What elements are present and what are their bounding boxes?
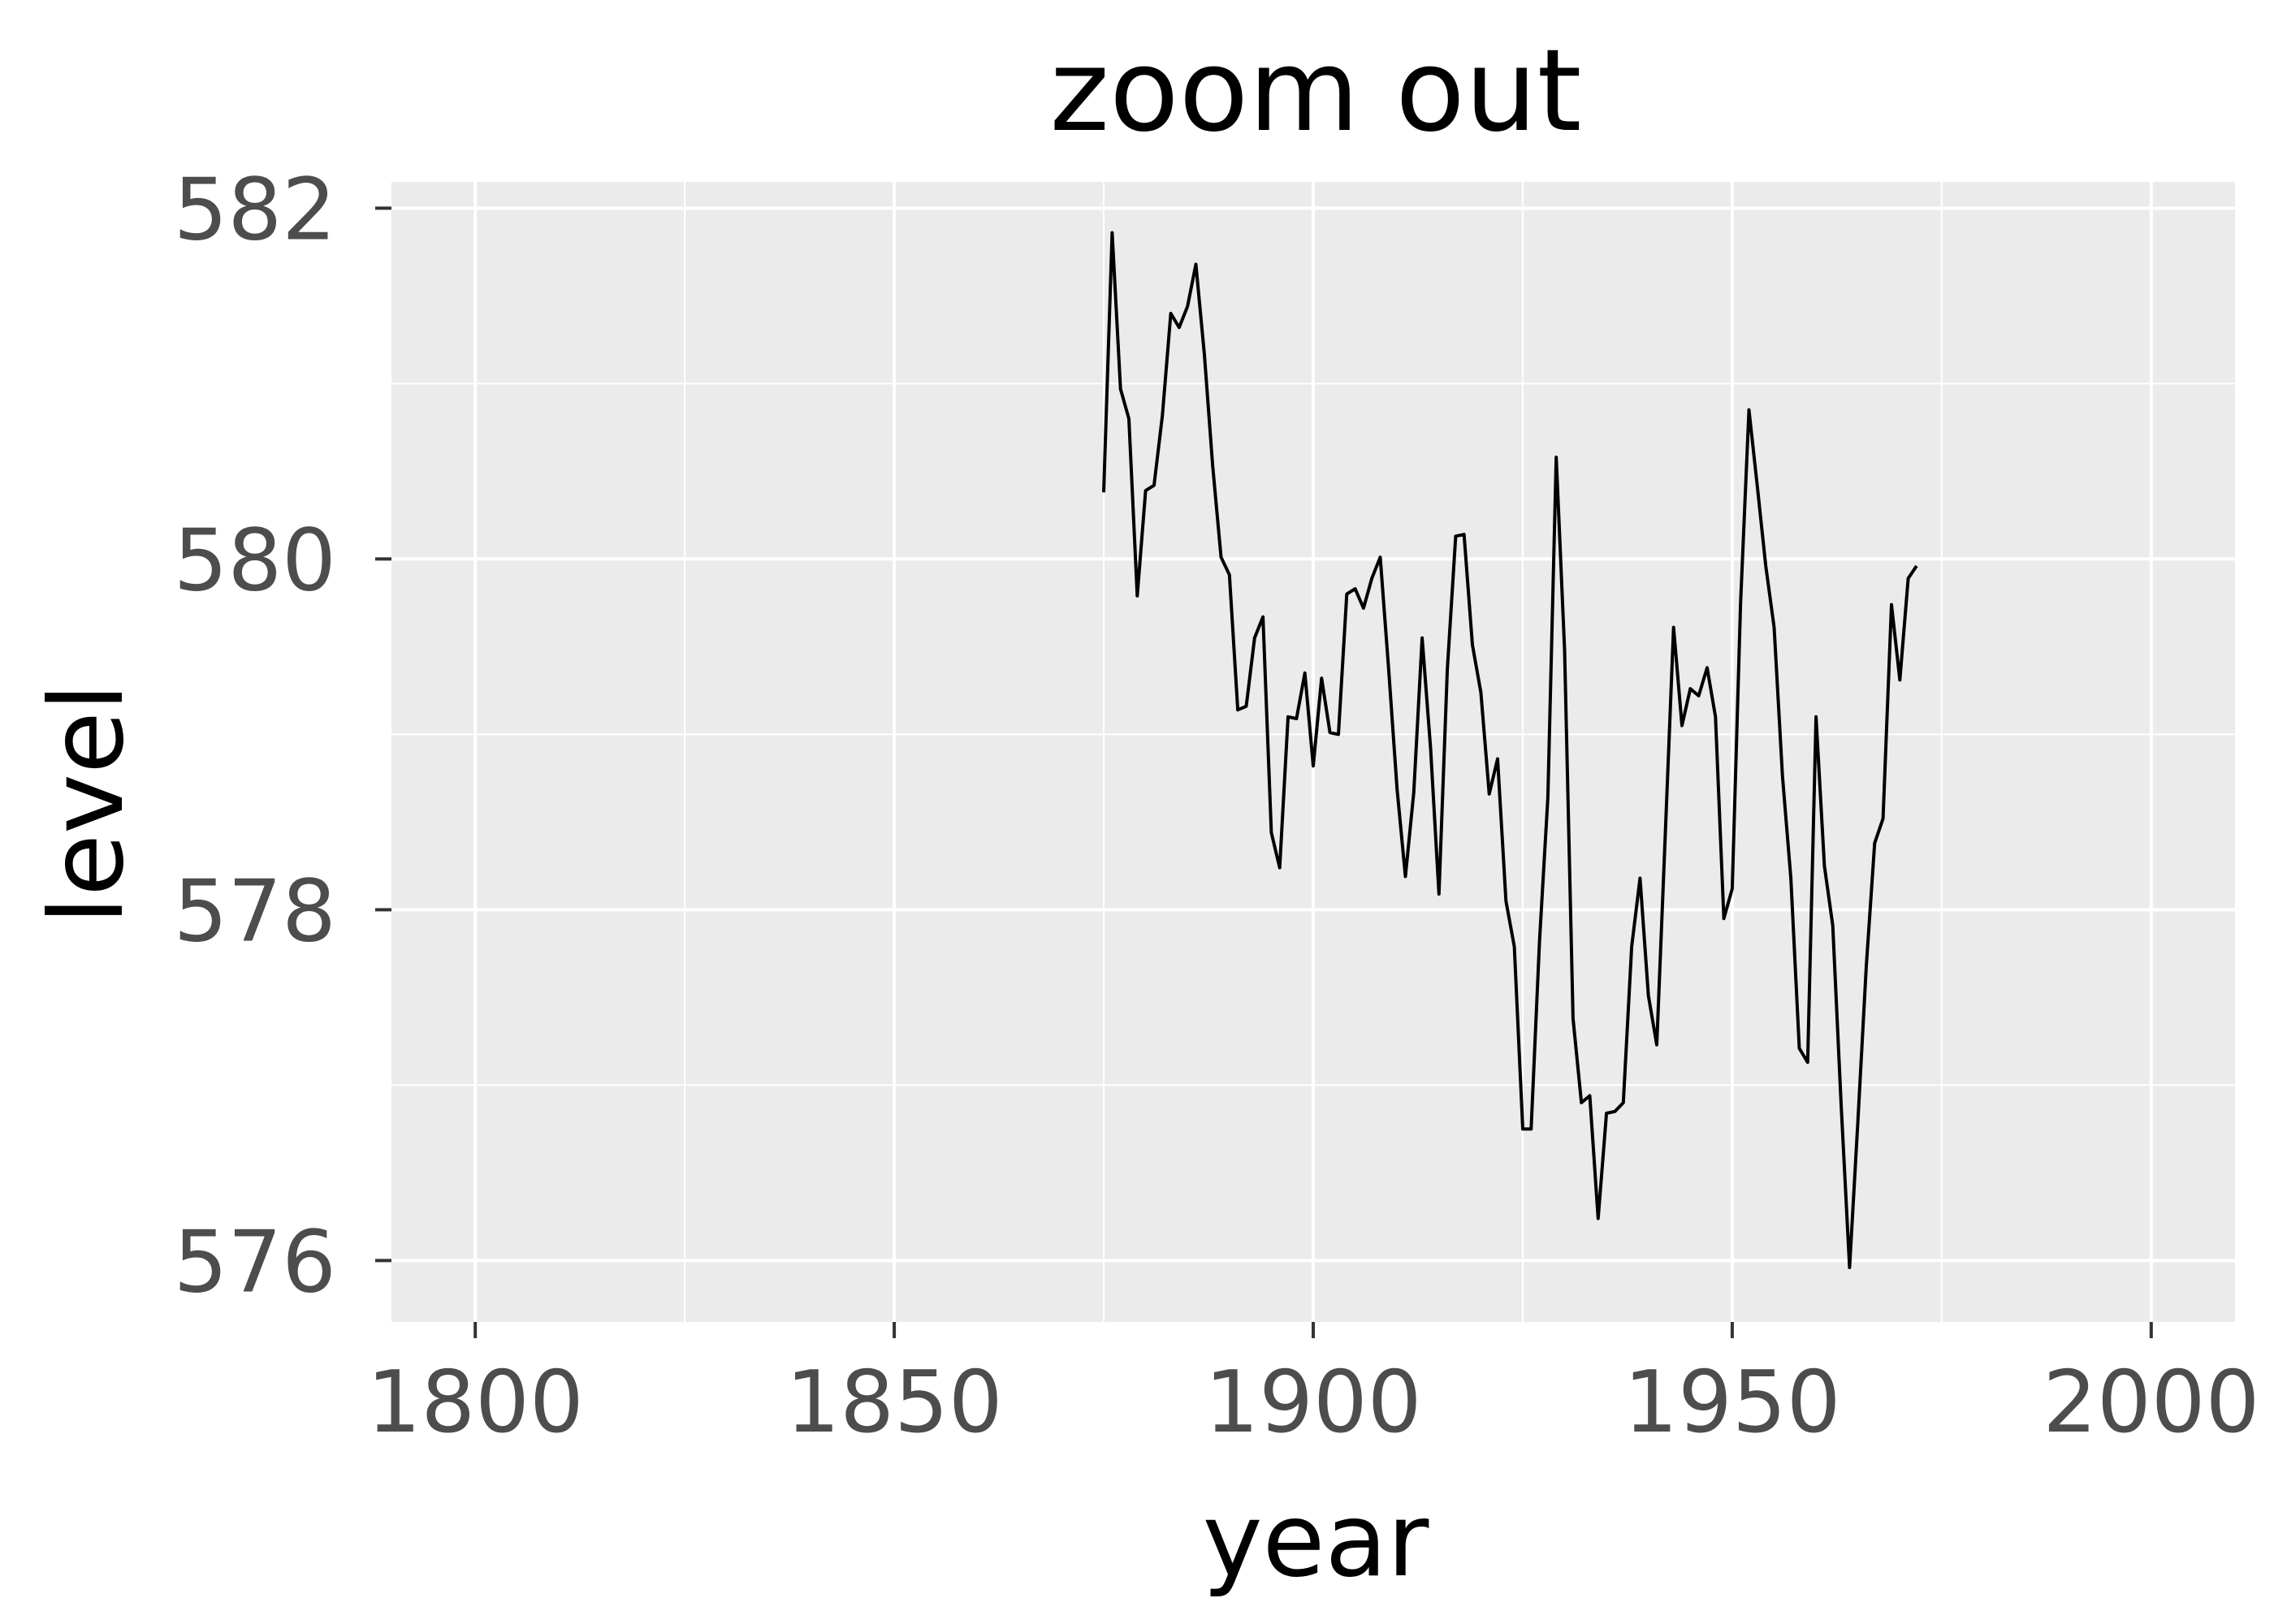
x-tick-label: 1850 (785, 1353, 1002, 1452)
chart-title: zoom out (1050, 25, 1582, 158)
x-tick-label: 1950 (1623, 1353, 1840, 1452)
x-tick-label: 1900 (1204, 1353, 1421, 1452)
x-tick-label: 1800 (367, 1353, 584, 1452)
x-axis-label: year (1203, 1482, 1429, 1600)
y-tick-label: 576 (174, 1212, 336, 1311)
series-layer (1102, 231, 1918, 1269)
series-line (1102, 231, 1918, 1269)
y-tick-label: 582 (174, 160, 336, 259)
x-axis: 1800 1850 1900 1950 2000 (367, 1322, 2259, 1452)
y-tick-label: 580 (174, 511, 336, 610)
x-tick-label: 2000 (2043, 1353, 2259, 1452)
y-axis-label: level (28, 683, 146, 924)
y-axis: 576 578 580 582 (174, 160, 391, 1311)
y-tick-label: 578 (174, 862, 336, 961)
